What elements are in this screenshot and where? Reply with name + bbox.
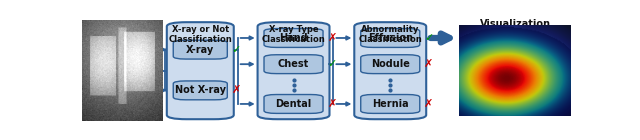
Text: ✓: ✓ — [424, 33, 433, 43]
Text: Not X-ray: Not X-ray — [175, 85, 226, 95]
Text: Dental: Dental — [275, 99, 312, 109]
FancyBboxPatch shape — [167, 22, 234, 119]
Text: ✗: ✗ — [232, 85, 241, 95]
Text: X-ray: X-ray — [186, 45, 214, 55]
Text: ✓: ✓ — [327, 59, 337, 69]
Text: ✗: ✗ — [327, 33, 337, 43]
FancyBboxPatch shape — [264, 29, 323, 47]
FancyBboxPatch shape — [361, 55, 420, 74]
FancyBboxPatch shape — [264, 55, 323, 74]
Text: ✗: ✗ — [327, 99, 337, 109]
Text: Hand: Hand — [279, 33, 308, 43]
Text: Visualization: Visualization — [480, 19, 551, 29]
Text: ✗: ✗ — [424, 99, 433, 109]
Text: X-ray or Not
Classification: X-ray or Not Classification — [168, 25, 232, 44]
Text: ✓: ✓ — [232, 45, 241, 55]
Text: ✗: ✗ — [424, 59, 433, 69]
FancyBboxPatch shape — [257, 22, 330, 119]
Text: X-ray Type
Classification: X-ray Type Classification — [262, 25, 325, 44]
Text: Nodule: Nodule — [371, 59, 410, 69]
Text: Effusion: Effusion — [368, 33, 413, 43]
Text: Hernia: Hernia — [372, 99, 408, 109]
Text: Chest: Chest — [278, 59, 309, 69]
FancyBboxPatch shape — [264, 94, 323, 113]
FancyBboxPatch shape — [361, 94, 420, 113]
FancyBboxPatch shape — [173, 40, 227, 59]
FancyBboxPatch shape — [173, 81, 227, 100]
FancyBboxPatch shape — [355, 22, 426, 119]
FancyBboxPatch shape — [361, 29, 420, 47]
Text: Abnormality
Classification: Abnormality Classification — [358, 25, 422, 44]
